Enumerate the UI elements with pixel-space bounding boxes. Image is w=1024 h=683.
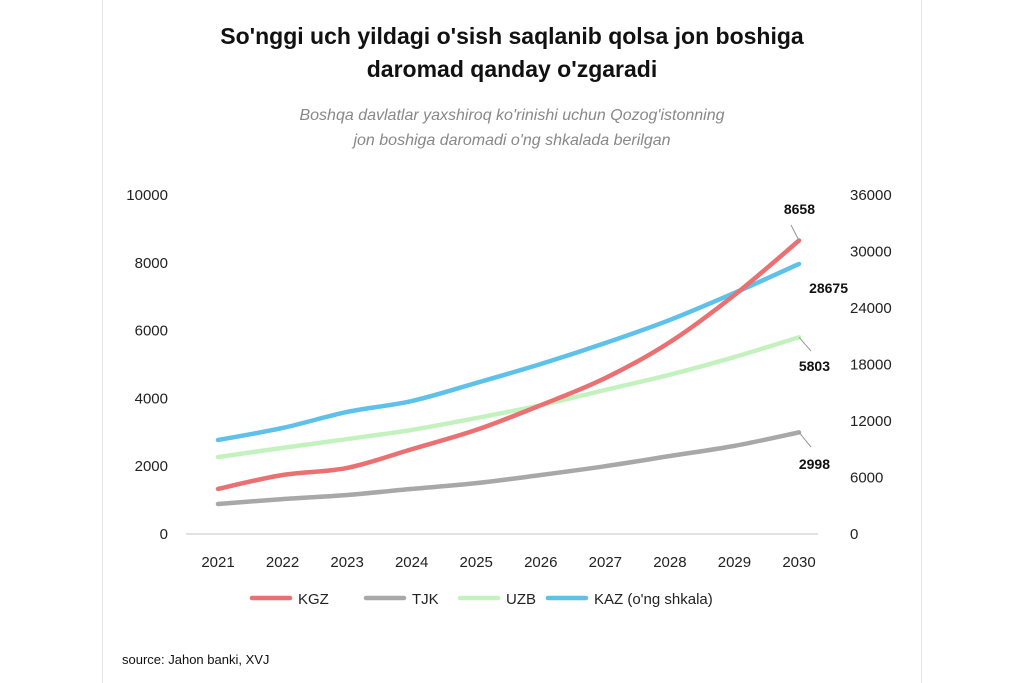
y-left-tick-label: 0 xyxy=(160,526,168,543)
y-left-tick-label: 8000 xyxy=(135,255,168,272)
chart-title: So'nggi uch yildagi o'sish saqlanib qols… xyxy=(0,20,1024,86)
data-label-leader-uzb xyxy=(798,336,812,352)
y-right-tick-label: 6000 xyxy=(850,470,883,487)
x-tick-label: 2030 xyxy=(782,554,815,571)
x-tick-label: 2026 xyxy=(524,554,557,571)
subtitle-line-2: jon boshiga daromadi o'ng shkalada beril… xyxy=(353,132,671,149)
legend-label-uzb: UZB xyxy=(506,591,536,608)
x-tick-label: 2025 xyxy=(460,554,493,571)
x-tick-label: 2021 xyxy=(201,554,234,571)
y-left-tick-label: 6000 xyxy=(135,323,168,340)
data-label-kaz: 28675 xyxy=(809,280,848,296)
y-left-tick-label: 4000 xyxy=(135,390,168,407)
y-right-tick-label: 12000 xyxy=(850,413,892,430)
data-label-leader-tjk xyxy=(798,432,812,448)
legend-label-tjk: TJK xyxy=(412,591,439,608)
series-line-uzb xyxy=(215,335,802,460)
subtitle-line-1: Boshqa davlatlar yaxshiroq ko'rinishi uc… xyxy=(299,107,725,124)
data-label-tjk: 2998 xyxy=(799,456,830,472)
y-left-tick-label: 2000 xyxy=(135,458,168,475)
chart-subtitle: Boshqa davlatlar yaxshiroq ko'rinishi uc… xyxy=(0,103,1024,153)
x-tick-label: 2023 xyxy=(330,554,363,571)
chart-frame xyxy=(102,0,922,683)
x-tick-label: 2027 xyxy=(589,554,622,571)
x-tick-label: 2024 xyxy=(395,554,428,571)
x-tick-label: 2028 xyxy=(653,554,686,571)
legend-label-kgz: KGZ xyxy=(298,591,329,608)
y-right-tick-label: 30000 xyxy=(850,244,892,261)
data-label-kgz: 8658 xyxy=(784,201,815,217)
legend-label-kaz: KAZ (o'ng shkala) xyxy=(594,591,713,608)
title-line-2: daromad qanday o'zgaradi xyxy=(366,56,658,82)
series-line-kgz xyxy=(215,238,802,492)
y-left-tick-label: 10000 xyxy=(126,187,168,204)
title-line-1: So'nggi uch yildagi o'sish saqlanib qols… xyxy=(220,23,804,49)
x-tick-label: 2022 xyxy=(266,554,299,571)
data-label-leader-kgz xyxy=(790,224,800,241)
x-tick-label: 2029 xyxy=(718,554,751,571)
y-right-tick-label: 18000 xyxy=(850,357,892,374)
y-right-tick-label: 24000 xyxy=(850,300,892,317)
series-line-tjk xyxy=(215,430,802,507)
source-note: source: Jahon banki, XVJ xyxy=(122,652,270,667)
y-right-tick-label: 0 xyxy=(850,526,858,543)
series-line-kaz xyxy=(215,261,802,443)
y-right-tick-label: 36000 xyxy=(850,187,892,204)
data-label-uzb: 5803 xyxy=(799,358,830,374)
